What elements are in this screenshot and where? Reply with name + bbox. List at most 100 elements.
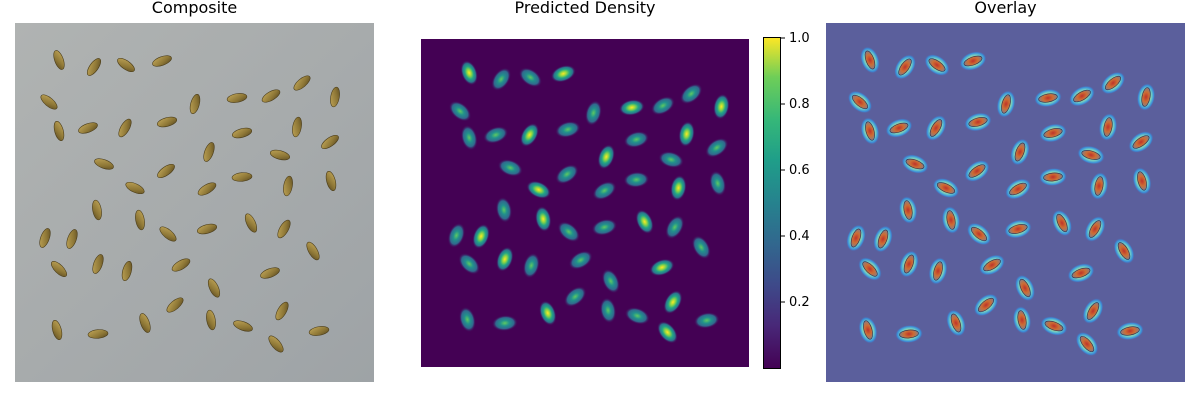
overlay-seed [1086, 302, 1100, 320]
seed [233, 320, 253, 332]
density-peak [635, 209, 654, 234]
overlay-seed [968, 164, 986, 178]
seed [139, 313, 151, 333]
density-peak [526, 180, 551, 199]
density-peak [491, 67, 512, 91]
density-peak [591, 218, 618, 236]
overlay-image [826, 23, 1185, 382]
overlay-seed [1043, 128, 1063, 138]
seed [117, 57, 135, 73]
density-peak [495, 196, 513, 223]
overlay-seed [905, 158, 925, 170]
seed [135, 209, 145, 231]
density-peak [709, 170, 727, 197]
density-peak [597, 144, 615, 170]
overlay-seed [963, 55, 983, 67]
seed [94, 158, 114, 170]
density-peak [592, 181, 617, 201]
density-peak [665, 215, 685, 240]
density-peak [585, 100, 602, 126]
density-title: Predicted Density [514, 0, 656, 17]
density-peak [539, 300, 557, 326]
density-peak [678, 121, 695, 147]
seed [157, 163, 175, 179]
overlay-seed [903, 200, 913, 220]
seed [321, 134, 339, 150]
seed [231, 172, 253, 182]
overlay-seed [1141, 87, 1151, 107]
seed [293, 75, 311, 91]
density-peak [458, 306, 476, 333]
density-peak [458, 252, 480, 275]
density-peak [555, 121, 581, 138]
density-peak [447, 222, 466, 248]
seed [196, 223, 218, 235]
overlay-seed [970, 226, 988, 242]
density-peak [535, 206, 552, 232]
colorbar [763, 37, 781, 369]
seed [275, 301, 289, 321]
overlay-seed [864, 50, 876, 70]
seed [166, 297, 184, 313]
overlay-seed [1017, 310, 1027, 330]
seed [260, 267, 280, 279]
seed [152, 55, 172, 67]
density-peak [693, 312, 720, 329]
overlay-seed [1132, 135, 1150, 149]
seed [268, 335, 284, 353]
seed [156, 116, 178, 128]
density-peak [550, 64, 576, 83]
overlay-seed [877, 229, 889, 249]
density-peak [670, 175, 687, 201]
overlay-seed [950, 313, 962, 333]
seed [171, 258, 191, 272]
density-peak [658, 151, 684, 169]
density-peak [649, 258, 675, 277]
density-peak [491, 315, 518, 332]
seed [231, 127, 253, 139]
density-peak [623, 171, 650, 188]
overlay-seed [1103, 117, 1113, 137]
overlay-seed [977, 297, 995, 313]
overlay-seed [898, 58, 912, 76]
overlay-seed [936, 182, 956, 194]
density-peak [657, 321, 678, 344]
density-peak [691, 235, 711, 260]
overlay-title: Overlay [974, 0, 1037, 17]
overlay-seed [1088, 220, 1102, 238]
seed [78, 122, 98, 134]
seed [197, 182, 217, 196]
seed [66, 229, 78, 249]
overlay-seed [1094, 176, 1104, 196]
density-peak [460, 60, 478, 86]
seed [189, 93, 201, 115]
seed [292, 116, 302, 138]
overlay-seed [1120, 326, 1140, 336]
overlay-seed [929, 119, 943, 137]
seed [330, 86, 340, 108]
colorbar-tick-label: 1.0 [789, 31, 810, 46]
density-peak [713, 93, 730, 120]
density-peak [680, 83, 703, 105]
density-peak [599, 297, 617, 324]
seed [206, 309, 216, 331]
seed [118, 118, 132, 138]
density-peak [520, 122, 540, 147]
density-peak [663, 290, 683, 315]
seed [306, 241, 320, 261]
seed [261, 89, 281, 103]
overlay-seed [1038, 93, 1058, 103]
density-peak [518, 67, 543, 88]
colorbar-tick-label: 0.4 [789, 229, 810, 244]
overlay-seed [1079, 335, 1095, 353]
overlay-seed [889, 122, 909, 134]
overlay-seed [1137, 171, 1147, 191]
seed [283, 175, 293, 197]
colorbar-tick-label: 0.6 [789, 163, 810, 178]
density-peak [601, 268, 620, 294]
seed [125, 181, 145, 195]
overlay-seed [1056, 213, 1068, 233]
seed [51, 261, 67, 277]
density-image [421, 39, 749, 367]
seed [40, 94, 58, 110]
